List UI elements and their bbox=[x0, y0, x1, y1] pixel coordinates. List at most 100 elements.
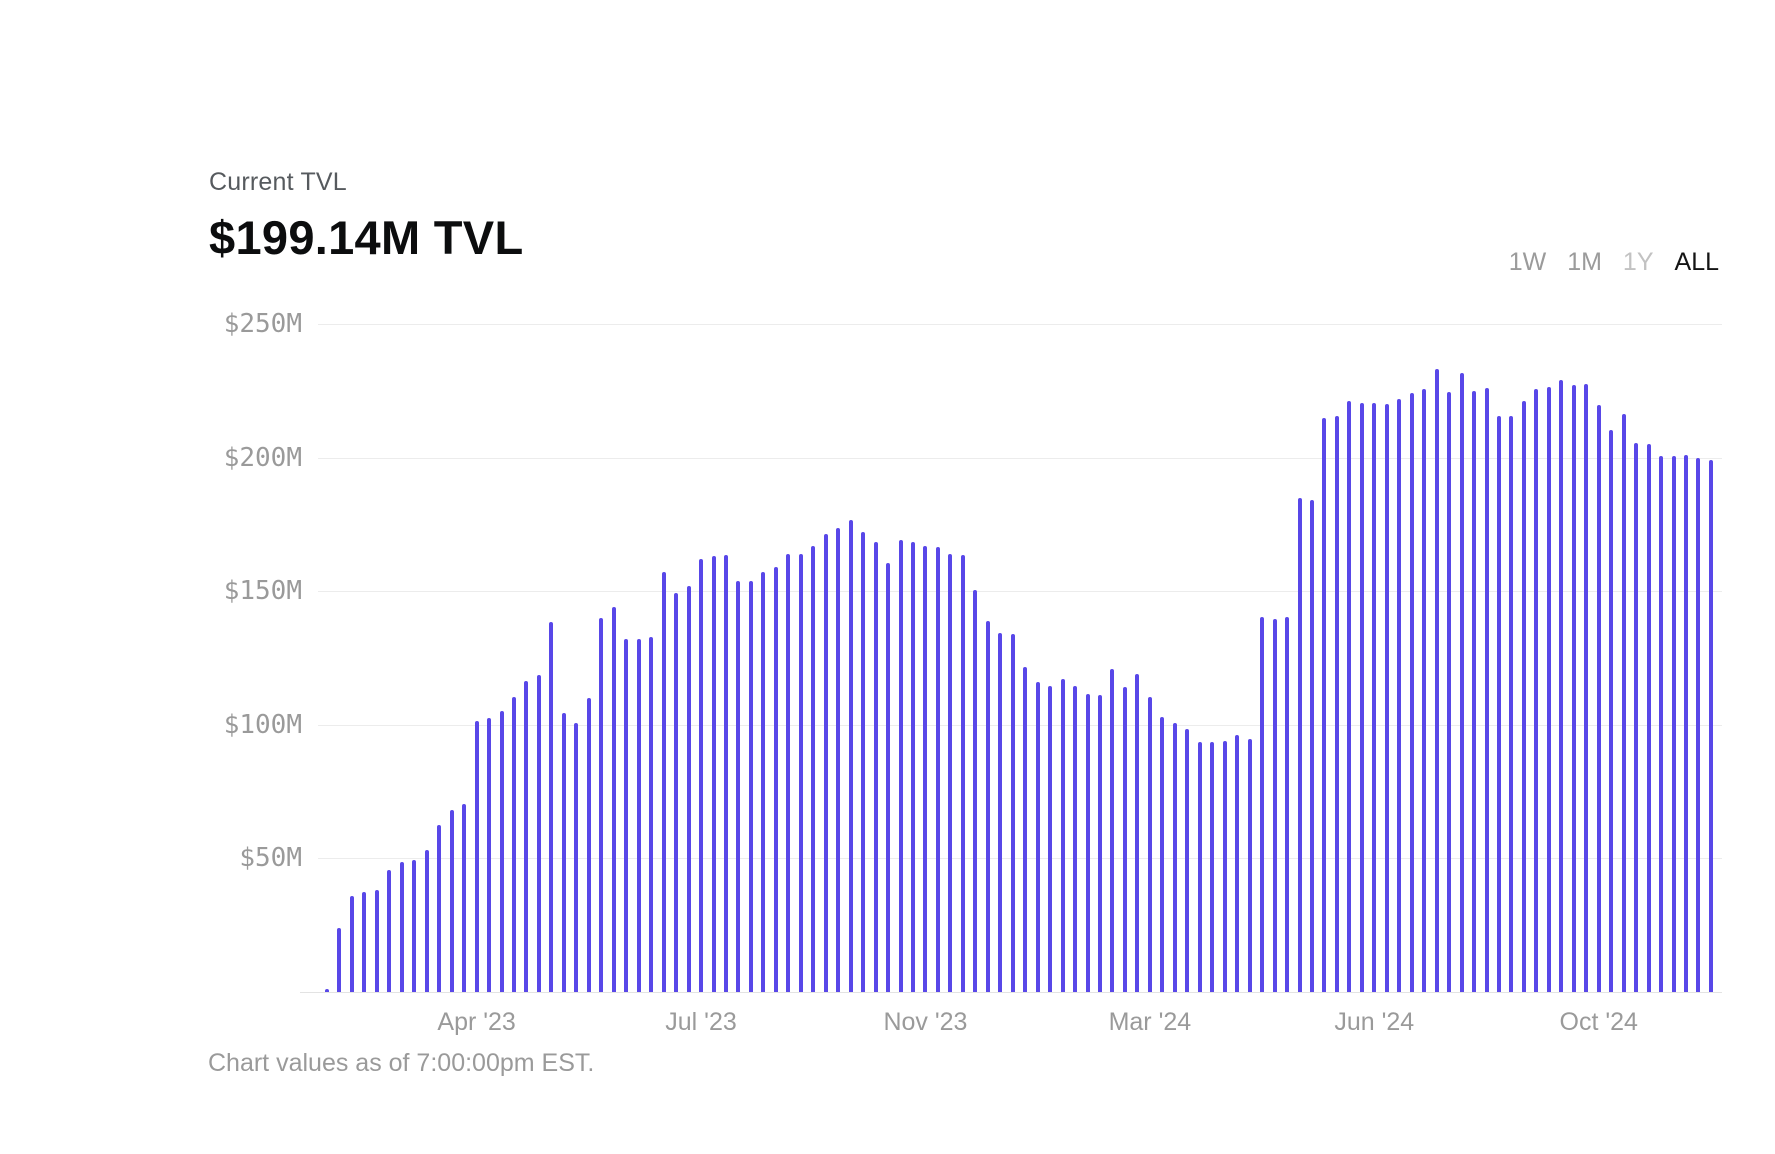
tvl-bar[interactable] bbox=[923, 545, 928, 992]
tvl-bar[interactable] bbox=[1397, 398, 1402, 992]
tvl-bar[interactable] bbox=[487, 718, 492, 992]
tvl-bar[interactable] bbox=[661, 572, 666, 992]
tvl-bar[interactable] bbox=[649, 636, 654, 992]
tvl-bar[interactable] bbox=[536, 675, 541, 992]
tvl-bar[interactable] bbox=[998, 632, 1003, 992]
tvl-bar[interactable] bbox=[1521, 401, 1526, 992]
tvl-bar[interactable] bbox=[1671, 456, 1676, 992]
tvl-bar[interactable] bbox=[561, 712, 566, 992]
tvl-bar[interactable] bbox=[1596, 405, 1601, 992]
tvl-bar[interactable] bbox=[1646, 444, 1651, 992]
tvl-bar[interactable] bbox=[674, 592, 679, 992]
tvl-bar[interactable] bbox=[624, 639, 629, 992]
tvl-bar[interactable] bbox=[1571, 385, 1576, 992]
tvl-bar[interactable] bbox=[1347, 401, 1352, 992]
tvl-bar[interactable] bbox=[437, 825, 442, 992]
tvl-bar[interactable] bbox=[1309, 500, 1314, 992]
tvl-bar[interactable] bbox=[499, 711, 504, 992]
tvl-bar[interactable] bbox=[1060, 679, 1065, 992]
tvl-bar[interactable] bbox=[1621, 413, 1626, 992]
tvl-bar[interactable] bbox=[412, 859, 417, 992]
tvl-bar[interactable] bbox=[1684, 454, 1688, 992]
tvl-bar[interactable] bbox=[449, 810, 454, 992]
range-option-1y[interactable]: 1Y bbox=[1622, 248, 1654, 276]
tvl-bar[interactable] bbox=[1359, 402, 1364, 992]
tvl-bar[interactable] bbox=[723, 555, 728, 992]
tvl-bar[interactable] bbox=[1110, 668, 1115, 992]
tvl-bar[interactable] bbox=[910, 541, 915, 992]
tvl-bar[interactable] bbox=[786, 553, 791, 992]
tvl-bar[interactable] bbox=[586, 698, 591, 992]
tvl-bar[interactable] bbox=[836, 528, 841, 992]
tvl-bar[interactable] bbox=[1222, 740, 1227, 992]
tvl-bar[interactable] bbox=[1085, 694, 1090, 992]
tvl-bar[interactable] bbox=[1496, 416, 1501, 992]
tvl-bar[interactable] bbox=[462, 803, 467, 992]
range-option-1m[interactable]: 1M bbox=[1567, 248, 1602, 276]
tvl-bar[interactable] bbox=[1048, 686, 1053, 992]
tvl-bar[interactable] bbox=[1447, 392, 1452, 992]
tvl-bar[interactable] bbox=[960, 555, 965, 992]
tvl-bar[interactable] bbox=[873, 541, 878, 992]
tvl-bar[interactable] bbox=[1172, 723, 1177, 992]
tvl-bar[interactable] bbox=[886, 563, 891, 992]
tvl-bar[interactable] bbox=[761, 572, 766, 992]
tvl-bar[interactable] bbox=[1509, 416, 1514, 992]
tvl-bar[interactable] bbox=[1247, 739, 1252, 992]
tvl-bar[interactable] bbox=[1546, 386, 1551, 992]
tvl-bar[interactable] bbox=[524, 680, 529, 992]
tvl-bar[interactable] bbox=[823, 533, 828, 992]
tvl-bar[interactable] bbox=[1160, 716, 1165, 992]
tvl-bar[interactable] bbox=[686, 585, 691, 992]
range-option-1w[interactable]: 1W bbox=[1508, 248, 1547, 276]
tvl-bar[interactable] bbox=[362, 891, 367, 992]
tvl-bar[interactable] bbox=[1409, 393, 1414, 992]
tvl-bar[interactable] bbox=[1297, 497, 1302, 992]
tvl-bar[interactable] bbox=[773, 567, 778, 992]
tvl-bar[interactable] bbox=[325, 989, 329, 992]
tvl-bar[interactable] bbox=[1334, 416, 1339, 992]
tvl-bar[interactable] bbox=[1659, 456, 1664, 992]
tvl-bar[interactable] bbox=[1010, 633, 1015, 992]
tvl-bar[interactable] bbox=[1073, 686, 1078, 992]
tvl-bar[interactable] bbox=[1235, 735, 1240, 992]
tvl-bar[interactable] bbox=[374, 890, 379, 992]
tvl-bar[interactable] bbox=[1696, 457, 1701, 992]
range-option-all[interactable]: ALL bbox=[1674, 248, 1719, 276]
tvl-bar[interactable] bbox=[935, 547, 940, 992]
tvl-bar[interactable] bbox=[1272, 619, 1277, 992]
tvl-bar[interactable] bbox=[1285, 616, 1290, 992]
tvl-bar[interactable] bbox=[1534, 389, 1539, 992]
tvl-bar[interactable] bbox=[1147, 696, 1152, 992]
tvl-bar[interactable] bbox=[1135, 674, 1140, 992]
tvl-bar[interactable] bbox=[1322, 417, 1327, 992]
tvl-bar[interactable] bbox=[1035, 682, 1040, 992]
tvl-bar[interactable] bbox=[1384, 404, 1389, 992]
tvl-bar[interactable] bbox=[399, 862, 404, 992]
tvl-bar[interactable] bbox=[748, 580, 753, 992]
tvl-bar[interactable] bbox=[1472, 390, 1477, 992]
tvl-bar[interactable] bbox=[636, 639, 641, 992]
tvl-bar[interactable] bbox=[861, 532, 866, 992]
tvl-bar[interactable] bbox=[1098, 695, 1103, 992]
tvl-bar[interactable] bbox=[474, 720, 479, 992]
tvl-bar[interactable] bbox=[1584, 384, 1589, 992]
tvl-bar[interactable] bbox=[349, 895, 354, 992]
tvl-bar[interactable] bbox=[811, 545, 816, 992]
tvl-bar[interactable] bbox=[985, 620, 990, 992]
tvl-bar[interactable] bbox=[1197, 742, 1202, 992]
tvl-bar[interactable] bbox=[1422, 389, 1427, 992]
tvl-bar[interactable] bbox=[898, 540, 903, 992]
tvl-bar[interactable] bbox=[1634, 442, 1639, 992]
tvl-bar[interactable] bbox=[699, 559, 704, 992]
tvl-bar[interactable] bbox=[512, 696, 517, 992]
tvl-bar[interactable] bbox=[1023, 667, 1028, 992]
tvl-bar[interactable] bbox=[1484, 388, 1489, 992]
tvl-bar[interactable] bbox=[1609, 429, 1614, 992]
tvl-bar[interactable] bbox=[611, 607, 616, 992]
tvl-bar[interactable] bbox=[599, 617, 604, 992]
tvl-bar[interactable] bbox=[337, 927, 342, 992]
tvl-bar[interactable] bbox=[387, 870, 392, 992]
tvl-bar[interactable] bbox=[1434, 369, 1439, 992]
tvl-bar[interactable] bbox=[1708, 459, 1713, 992]
